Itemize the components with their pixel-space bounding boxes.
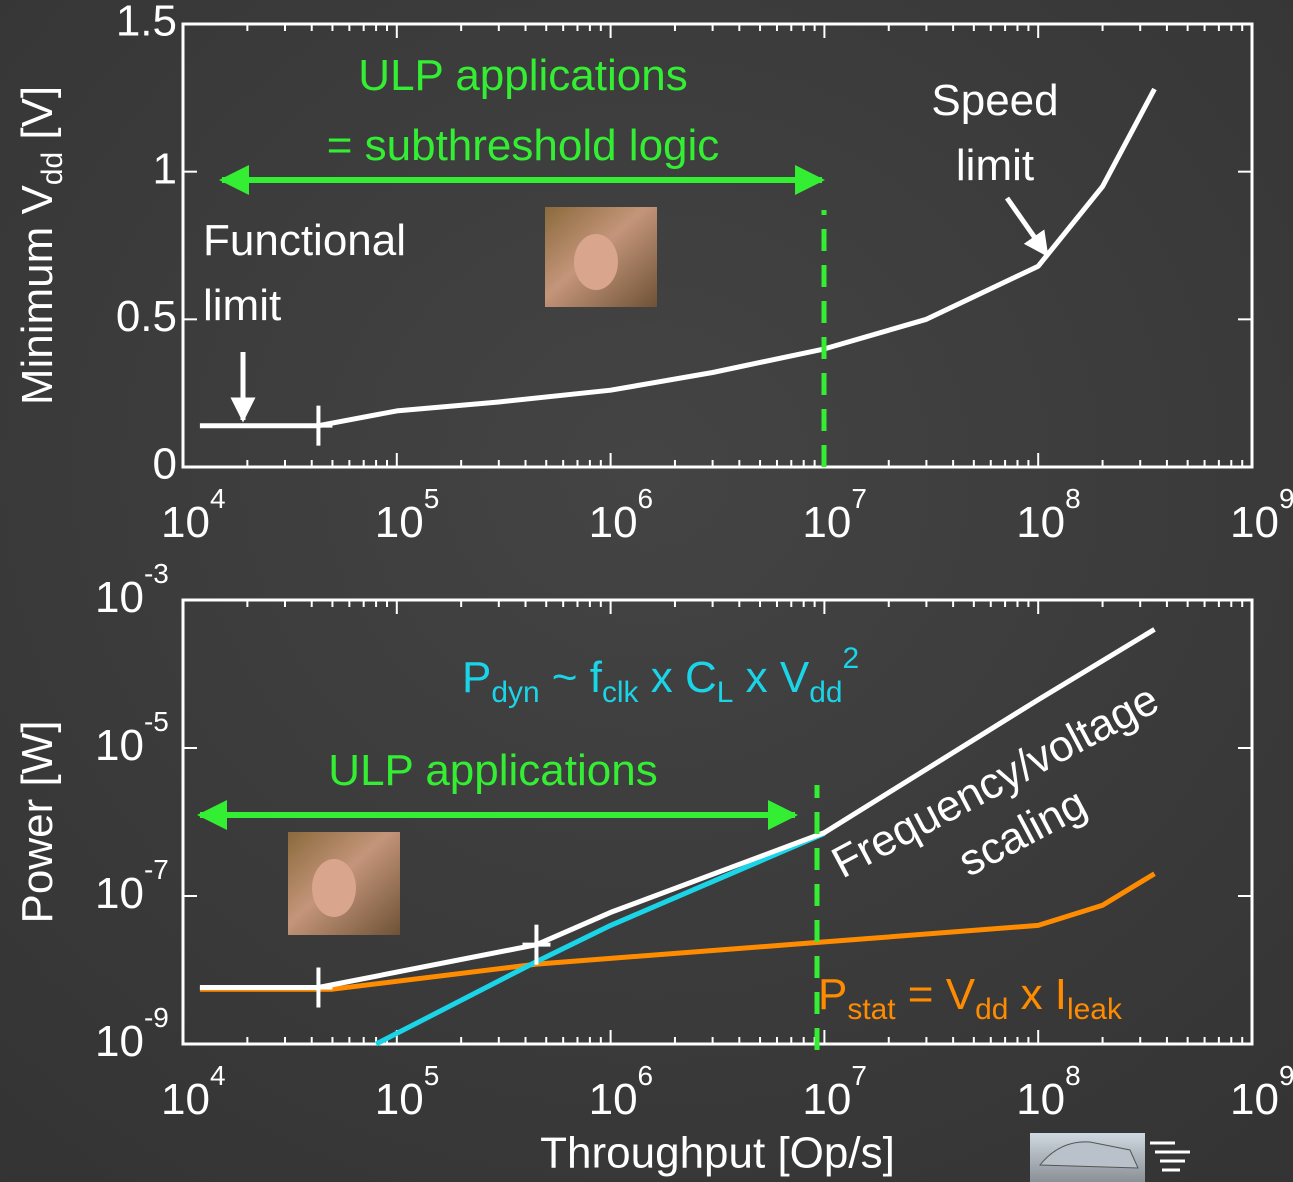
tick-base: 10 bbox=[1016, 498, 1065, 547]
tick-exponent: 7 bbox=[851, 1060, 867, 1091]
text-part: Minimum V bbox=[13, 184, 62, 405]
tick-base: 10 bbox=[802, 498, 851, 547]
tick-base: 10 bbox=[802, 1075, 851, 1124]
tick-exponent: 6 bbox=[638, 1060, 654, 1091]
text-part: dd bbox=[975, 993, 1008, 1026]
text-part: P bbox=[818, 970, 847, 1019]
ear-shape bbox=[312, 859, 356, 917]
y-axis-label: Power [W] bbox=[13, 721, 62, 924]
tick-base: 10 bbox=[1230, 498, 1279, 547]
text-part: [V] bbox=[13, 86, 62, 152]
annotation-text: ULP applications bbox=[328, 746, 657, 795]
text-part: Power [W] bbox=[13, 721, 62, 924]
y-axis-label: Minimum Vdd [V] bbox=[13, 86, 69, 405]
tick-base: 10 bbox=[95, 573, 144, 622]
tick-exponent: 4 bbox=[210, 483, 226, 514]
tick-exponent: -7 bbox=[144, 854, 169, 885]
annotation-text: ULP applications bbox=[358, 51, 687, 100]
tick-base: 10 bbox=[375, 1075, 424, 1124]
text-part: Functional bbox=[203, 216, 406, 265]
tick-base: 10 bbox=[589, 498, 638, 547]
text-part: dd bbox=[809, 676, 842, 709]
tick-base: 10 bbox=[161, 498, 210, 547]
text-part: x V bbox=[733, 653, 809, 702]
tick-exponent: 5 bbox=[424, 1060, 440, 1091]
text-part: limit bbox=[956, 141, 1034, 190]
annotation: ULP applications bbox=[328, 746, 657, 795]
ear-shape bbox=[574, 234, 618, 290]
text-part: limit bbox=[203, 281, 281, 330]
annotation-text: limit bbox=[956, 141, 1034, 190]
tick-exponent: -3 bbox=[144, 558, 169, 589]
x-axis-label: Throughput [Op/s] bbox=[540, 1129, 895, 1178]
annotation-text: = subthreshold logic bbox=[327, 121, 720, 170]
tick-base: 10 bbox=[95, 1017, 144, 1066]
text-part: 2 bbox=[842, 642, 859, 675]
text-part: x C bbox=[639, 653, 717, 702]
text-part: P bbox=[462, 653, 491, 702]
annotation-text: limit bbox=[203, 281, 281, 330]
text-part: stat bbox=[847, 993, 896, 1026]
text-part: ULP applications bbox=[358, 51, 687, 100]
tick-exponent: 5 bbox=[424, 483, 440, 514]
tick-base: 10 bbox=[589, 1075, 638, 1124]
tick-exponent: -5 bbox=[144, 706, 169, 737]
text-part: x I bbox=[1008, 970, 1067, 1019]
text-part: dyn bbox=[491, 676, 539, 709]
tick-base: 10 bbox=[375, 498, 424, 547]
tick-exponent: 7 bbox=[851, 483, 867, 514]
y-tick-label: 0 bbox=[153, 440, 177, 489]
tick-base: 10 bbox=[161, 1075, 210, 1124]
text-part: ULP applications bbox=[328, 746, 657, 795]
tick-base: 10 bbox=[95, 721, 144, 770]
text-part: clk bbox=[602, 676, 639, 709]
text-part: L bbox=[717, 676, 734, 709]
y-tick-label: 0.5 bbox=[116, 292, 177, 341]
text-part: = V bbox=[896, 970, 976, 1019]
tick-base: 10 bbox=[1230, 1075, 1279, 1124]
tick-exponent: 8 bbox=[1065, 1060, 1081, 1091]
annotation-text: Speed bbox=[931, 76, 1058, 125]
text-part: = subthreshold logic bbox=[327, 121, 720, 170]
y-tick-label: 1 bbox=[153, 144, 177, 193]
tick-base: 10 bbox=[1016, 1075, 1065, 1124]
tick-exponent: 8 bbox=[1065, 483, 1081, 514]
text-part: ~ f bbox=[540, 653, 603, 702]
y-tick-label: 1.5 bbox=[116, 0, 177, 46]
tick-exponent: 9 bbox=[1279, 1060, 1293, 1091]
tick-exponent: 4 bbox=[210, 1060, 226, 1091]
tick-exponent: 6 bbox=[638, 483, 654, 514]
tick-base: 10 bbox=[95, 869, 144, 918]
text-part: dd bbox=[36, 152, 69, 185]
text-part: leak bbox=[1067, 993, 1122, 1026]
tick-exponent: 9 bbox=[1279, 483, 1293, 514]
tick-exponent: -9 bbox=[144, 1002, 169, 1033]
figure: 10410510610710810900.511.5Minimum Vdd [V… bbox=[0, 0, 1293, 1182]
annotation-text: Functional bbox=[203, 216, 406, 265]
text-part: Speed bbox=[931, 76, 1058, 125]
